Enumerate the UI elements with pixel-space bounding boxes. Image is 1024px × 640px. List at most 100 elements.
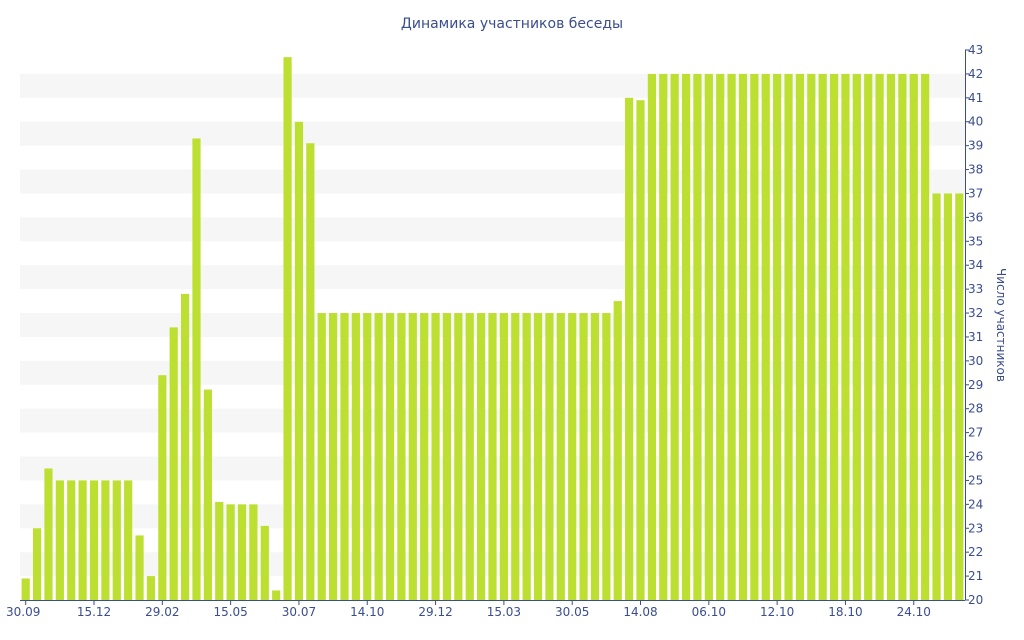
bar[interactable] — [465, 313, 474, 600]
bar[interactable] — [158, 375, 167, 600]
chart-title: Динамика участников беседы — [401, 16, 623, 32]
x-tick-label: 30.05 — [555, 605, 589, 619]
bar[interactable] — [226, 504, 235, 600]
bar[interactable] — [146, 576, 156, 600]
bar[interactable] — [488, 313, 497, 600]
bar[interactable] — [738, 73, 748, 600]
bar[interactable] — [852, 73, 861, 600]
bar[interactable] — [613, 301, 622, 600]
y-tick-label: 40 — [968, 115, 983, 129]
bar[interactable] — [340, 313, 349, 600]
bar[interactable] — [522, 313, 531, 600]
bar[interactable] — [545, 313, 554, 600]
bar[interactable] — [784, 73, 793, 600]
bar[interactable] — [590, 313, 600, 600]
bar[interactable] — [909, 73, 918, 600]
bar[interactable] — [192, 138, 201, 601]
bar[interactable] — [864, 73, 873, 600]
bar[interactable] — [249, 504, 258, 600]
x-tick-label: 14.08 — [623, 605, 657, 619]
bar[interactable] — [442, 313, 452, 600]
bar[interactable] — [704, 73, 713, 600]
bar[interactable] — [329, 313, 338, 600]
bar[interactable] — [556, 313, 565, 600]
bar[interactable] — [203, 389, 212, 600]
bar[interactable] — [180, 293, 190, 600]
bar[interactable] — [647, 73, 656, 600]
y-tick-label: 20 — [968, 593, 983, 607]
x-tick-label: 29.02 — [145, 605, 179, 619]
bar[interactable] — [294, 121, 304, 601]
bar[interactable] — [431, 313, 440, 600]
bar[interactable] — [420, 313, 429, 600]
bar[interactable] — [579, 313, 588, 600]
y-tick-label: 43 — [968, 43, 983, 57]
y-tick-label: 28 — [968, 402, 983, 416]
bar[interactable] — [124, 480, 133, 600]
bar[interactable] — [727, 73, 736, 600]
bar[interactable] — [636, 100, 645, 600]
bar[interactable] — [397, 313, 406, 600]
bar[interactable] — [169, 327, 178, 600]
bar[interactable] — [317, 313, 326, 600]
bar[interactable] — [78, 480, 87, 600]
bar[interactable] — [932, 193, 941, 601]
bar[interactable] — [533, 313, 543, 600]
bar[interactable] — [44, 468, 53, 600]
bar[interactable] — [750, 73, 759, 600]
bar[interactable] — [670, 73, 679, 600]
bar[interactable] — [67, 480, 76, 600]
y-tick-labels: 20 21 22 23 24 25 26 27 28 29 30 31 32 33 34 35 36 37 38 39… — [965, 43, 983, 607]
bar[interactable] — [272, 590, 281, 600]
bar[interactable] — [886, 73, 896, 600]
x-tick-label: 15.03 — [487, 605, 521, 619]
bar[interactable] — [351, 313, 360, 600]
y-tick-label: 24 — [968, 497, 983, 511]
y-tick-label: 29 — [968, 378, 983, 392]
bar[interactable] — [807, 73, 816, 600]
bar[interactable] — [32, 528, 42, 600]
bar[interactable] — [112, 480, 121, 600]
bar[interactable] — [773, 73, 782, 600]
bar[interactable] — [260, 525, 269, 600]
bar[interactable] — [921, 73, 930, 600]
bar[interactable] — [693, 73, 702, 600]
bar[interactable] — [568, 313, 577, 600]
bar[interactable] — [716, 73, 725, 600]
x-tick-label: 12.10 — [760, 605, 794, 619]
bar[interactable] — [898, 73, 907, 600]
bar[interactable] — [385, 313, 395, 600]
bar[interactable] — [101, 480, 110, 600]
x-tick-label: 18.10 — [828, 605, 862, 619]
bar[interactable] — [511, 313, 520, 600]
bar[interactable] — [55, 480, 64, 600]
bar[interactable] — [454, 313, 463, 600]
bar[interactable] — [943, 193, 953, 601]
bar[interactable] — [215, 501, 224, 600]
x-tick-label: 14.10 — [350, 605, 384, 619]
bar[interactable] — [761, 73, 770, 600]
bar[interactable] — [477, 313, 486, 600]
x-tick-label: 15.12 — [77, 605, 111, 619]
bar[interactable] — [795, 73, 805, 600]
bar[interactable] — [841, 73, 850, 600]
bar[interactable] — [659, 73, 668, 600]
bar[interactable] — [818, 73, 827, 600]
bar[interactable] — [408, 313, 417, 600]
bar[interactable] — [681, 73, 691, 600]
bar[interactable] — [829, 73, 839, 600]
bar[interactable] — [21, 578, 30, 600]
bar[interactable] — [237, 504, 247, 600]
bar[interactable] — [499, 313, 508, 600]
bar[interactable] — [602, 313, 611, 600]
bar[interactable] — [306, 143, 315, 600]
bar[interactable] — [875, 73, 884, 600]
bar[interactable] — [89, 480, 99, 600]
bar[interactable] — [625, 97, 634, 600]
bar[interactable] — [135, 535, 144, 600]
bar[interactable] — [283, 57, 292, 601]
bar[interactable] — [374, 313, 383, 600]
bar[interactable] — [955, 193, 964, 601]
bar[interactable] — [363, 313, 372, 600]
